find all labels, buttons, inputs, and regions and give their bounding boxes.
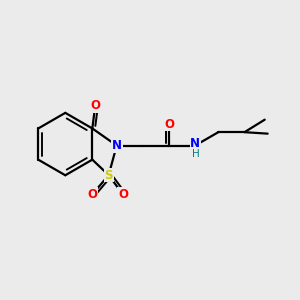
Text: O: O: [90, 99, 100, 112]
Text: H: H: [192, 149, 200, 159]
Text: S: S: [104, 169, 113, 182]
Text: N: N: [190, 137, 200, 150]
Text: O: O: [87, 188, 97, 201]
Text: O: O: [118, 188, 128, 201]
Text: O: O: [164, 118, 174, 130]
Text: N: N: [112, 139, 122, 152]
